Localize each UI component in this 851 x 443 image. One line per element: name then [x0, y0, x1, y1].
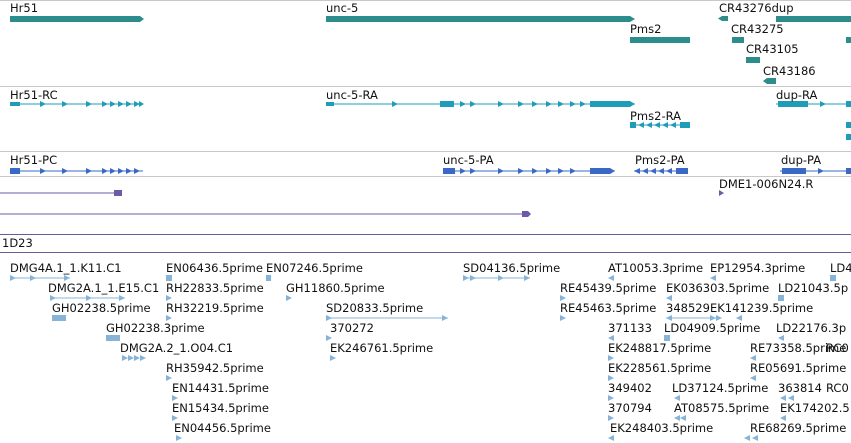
gene-unc5-glyph[interactable] — [326, 16, 635, 22]
protein-pms2-pa-glyph[interactable] — [634, 168, 688, 174]
est-label[interactable]: EN14431.5prime — [172, 381, 269, 395]
est-label[interactable]: RH22833.5prime — [166, 281, 264, 295]
est-label[interactable]: EN06436.5prime — [166, 261, 263, 275]
est-label[interactable]: EN04456.5prime — [174, 421, 271, 435]
gene-label-cr43275[interactable]: CR43275 — [731, 22, 784, 36]
alignment-dme1-marker[interactable] — [719, 190, 724, 196]
gene-label-cr43105[interactable]: CR43105 — [746, 42, 799, 56]
est-label[interactable]: 349402 — [608, 381, 652, 395]
est-label[interactable]: EK248817.5prime — [608, 341, 712, 355]
alignment-line — [0, 252, 851, 253]
est-label[interactable]: RH35942.5prime — [166, 361, 264, 375]
est-glyphs[interactable] — [10, 275, 836, 441]
gene-cr43105-glyph[interactable] — [746, 57, 760, 63]
transcript-label-hr51-rc[interactable]: Hr51-RC — [10, 88, 58, 102]
gene-cr43276dup-glyph[interactable] — [718, 16, 728, 21]
gene-label-hr51[interactable]: Hr51 — [10, 1, 39, 15]
alignment-glyph[interactable] — [0, 190, 122, 196]
protein-hr51-pc-glyph[interactable] — [10, 168, 143, 174]
gene-label-unc5[interactable]: unc-5 — [326, 1, 359, 15]
est-label[interactable]: DMG4A.1_1.K11.C1 — [10, 261, 122, 275]
protein-unc5-pa-glyph[interactable] — [443, 168, 615, 174]
gene-label-pms2[interactable]: Pms2 — [630, 22, 662, 36]
est-label[interactable]: 363814 — [778, 381, 822, 395]
est-label[interactable]: GH02238.5prime — [52, 301, 151, 315]
est-label[interactable]: LD37124.5prime — [672, 381, 769, 395]
est-label[interactable]: RE45463.5prime — [560, 301, 657, 315]
est-label[interactable]: RE68269.5prime — [750, 421, 847, 435]
est-label[interactable]: LD04909.5prime — [664, 321, 761, 335]
gene-label-cr43186[interactable]: CR43186 — [763, 64, 816, 78]
est-label[interactable]: LD21043.5p — [778, 281, 849, 295]
transcript-unc5-ra-glyph[interactable] — [326, 101, 635, 107]
est-label[interactable]: 348529 — [666, 301, 710, 315]
est-label[interactable]: SD04136.5prime — [463, 261, 561, 275]
transcript-dup-ra-glyph[interactable] — [776, 101, 851, 107]
est-label[interactable]: LD4 — [830, 261, 851, 275]
gene-partial-glyph[interactable] — [846, 37, 851, 43]
est-label[interactable]: EK174202.5 — [780, 401, 850, 415]
est-label[interactable]: SD20833.5prime — [326, 301, 424, 315]
est-label[interactable]: AT08575.5prime — [674, 401, 770, 415]
protein-label-pms2-pa[interactable]: Pms2-PA — [635, 153, 685, 167]
gene-label-cr43276dup[interactable]: CR43276dup — [719, 1, 794, 15]
gene-cr43186-glyph[interactable] — [763, 78, 776, 84]
gene-hr51-glyph[interactable] — [10, 16, 144, 22]
protein-dup-pa-glyph[interactable] — [780, 168, 851, 174]
est-label[interactable]: EK141239.5prime — [710, 301, 814, 315]
est-label[interactable]: RC0 — [826, 341, 849, 355]
est-label[interactable]: DMG2A.1_1.E15.C1 — [48, 281, 160, 295]
est-label[interactable]: EN15434.5prime — [172, 401, 269, 415]
track-separator — [0, 151, 851, 152]
est-label[interactable]: EK228561.5prime — [608, 361, 712, 375]
alignment-label-dme1[interactable]: DME1-006N24.R — [719, 177, 814, 191]
est-label[interactable]: EK246761.5prime — [330, 341, 434, 355]
est-label[interactable]: EK036303.5prime — [666, 281, 770, 295]
protein-label-unc5-pa[interactable]: unc-5-PA — [443, 153, 494, 167]
est-label[interactable]: LD22176.3p — [776, 321, 847, 335]
est-label[interactable]: DMG2A.2_1.O04.C1 — [120, 341, 234, 355]
est-label[interactable]: 370272 — [330, 321, 374, 335]
gene-dup-glyph[interactable] — [776, 16, 851, 22]
track-separator — [0, 86, 851, 87]
est-label[interactable]: RH32219.5prime — [166, 301, 264, 315]
est-label[interactable]: 370794 — [608, 401, 652, 415]
transcript-partial-glyph[interactable] — [846, 122, 851, 128]
est-label[interactable]: GH02238.3prime — [106, 321, 205, 335]
transcript-partial-glyph[interactable] — [846, 134, 851, 140]
est-label[interactable]: EN07246.5prime — [266, 261, 363, 275]
transcript-hr51-rc-glyph[interactable] — [10, 101, 144, 107]
alignment-label-clone[interactable]: 1D23 — [2, 236, 33, 250]
protein-label-hr51-pc[interactable]: Hr51-PC — [10, 153, 58, 167]
protein-label-dup-pa[interactable]: dup-PA — [781, 153, 822, 167]
transcript-label-dup-ra[interactable]: dup-RA — [776, 88, 818, 102]
alignment-glyph[interactable] — [0, 211, 531, 217]
track-separator — [0, 176, 851, 177]
transcript-label-pms2-ra[interactable]: Pms2-RA — [630, 109, 681, 123]
est-label[interactable]: EK248403.5prime — [610, 421, 714, 435]
transcript-pms2-ra-glyph[interactable] — [630, 122, 690, 128]
est-label[interactable]: RC0 — [826, 381, 849, 395]
est-label[interactable]: EP12954.3prime — [710, 261, 806, 275]
est-label[interactable]: AT10053.3prime — [608, 261, 704, 275]
est-label[interactable]: RE73358.5prime — [750, 341, 847, 355]
est-label[interactable]: RE05691.5prime — [750, 361, 847, 375]
track-separator — [0, 0, 851, 1]
gene-pms2-glyph[interactable] — [630, 37, 690, 43]
est-label[interactable]: GH11860.5prime — [286, 281, 385, 295]
est-label[interactable]: 371133 — [608, 321, 652, 335]
gene-cr43275-glyph[interactable] — [732, 37, 744, 43]
transcript-label-unc5-ra[interactable]: unc-5-RA — [326, 88, 378, 102]
est-label[interactable]: RE45439.5prime — [560, 281, 657, 295]
alignment-line — [0, 234, 851, 235]
